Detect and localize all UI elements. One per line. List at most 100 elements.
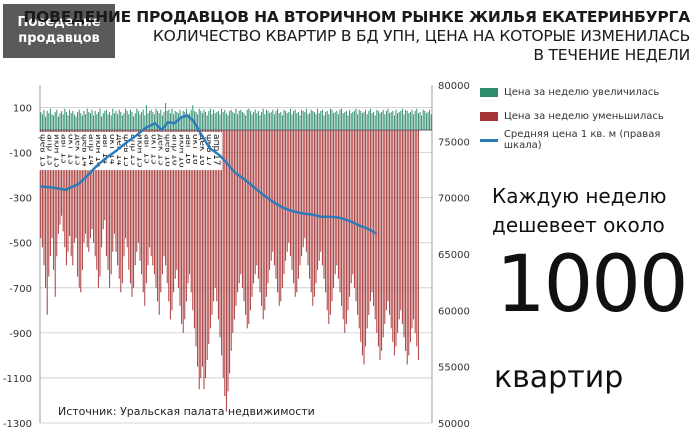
bar-decrease (101, 130, 103, 248)
bar-decrease (200, 130, 202, 378)
bar-decrease (240, 130, 242, 275)
bar-increase (344, 112, 346, 131)
bar-decrease (209, 130, 211, 329)
x-tick-label: июн 16 (176, 134, 186, 168)
bar-increase (163, 112, 165, 131)
bar-increase (291, 114, 293, 131)
bar-increase (64, 108, 66, 131)
title-line-3: В ТЕЧЕНИЕ НЕДЕЛИ (533, 46, 690, 64)
bar-increase (403, 114, 405, 131)
x-tick-label-bg (169, 132, 181, 171)
bar-increase (192, 105, 194, 131)
bar-decrease (246, 130, 248, 329)
bar-increase (62, 114, 64, 131)
x-tick-label-bg (176, 132, 188, 171)
bar-increase (149, 110, 151, 131)
bar-increase (77, 112, 79, 131)
bar-increase (318, 113, 320, 131)
bar-increase (366, 114, 368, 131)
bar-increase (273, 114, 275, 131)
bar-increase (365, 109, 367, 131)
bar-increase (73, 114, 75, 131)
bar-decrease (283, 130, 285, 275)
bar-increase (131, 112, 133, 131)
bar-decrease (179, 130, 181, 306)
bar-increase (197, 114, 199, 131)
bar-decrease (326, 130, 328, 311)
bar-decrease (302, 130, 304, 248)
bar-decrease (83, 130, 85, 243)
bar-increase (107, 114, 109, 131)
y-left-tick-label: 100 (13, 104, 32, 115)
bar-increase (166, 110, 168, 131)
bar-decrease (117, 130, 119, 266)
bar-decrease (267, 130, 269, 284)
bar-increase (405, 109, 407, 131)
bar-decrease (211, 130, 213, 315)
bar-increase (219, 114, 221, 131)
bar-increase (361, 113, 363, 131)
bar-increase (89, 113, 91, 131)
bar-increase (230, 109, 232, 131)
x-tick-label: авг 16 (183, 134, 193, 164)
bar-increase (125, 108, 127, 131)
bar-increase (45, 116, 47, 131)
bar-decrease (221, 130, 223, 356)
bar-increase (136, 108, 138, 131)
bar-increase (328, 114, 330, 131)
bar-decrease (144, 130, 146, 306)
bar-increase (301, 109, 303, 131)
bar-increase (113, 113, 115, 131)
bar-increase (101, 116, 103, 131)
bar-decrease (205, 130, 207, 378)
bar-increase (49, 108, 51, 131)
bar-decrease (381, 130, 383, 351)
bar-decrease (182, 130, 184, 333)
bar-decrease (379, 130, 381, 360)
bar-increase (297, 112, 299, 131)
bar-decrease (417, 130, 419, 360)
bar-decrease (289, 130, 291, 257)
bar-decrease (72, 130, 74, 266)
bar-decrease (166, 130, 168, 284)
x-tick-label: окт 15 (149, 134, 159, 165)
bar-increase (211, 114, 213, 131)
x-tick-label: авг 14 (100, 134, 110, 164)
x-tick-label: апр 14 (86, 134, 96, 166)
bar-increase (277, 108, 279, 131)
x-tick-label-bg (106, 132, 118, 171)
bar-increase (69, 109, 71, 131)
bar-decrease (297, 130, 299, 279)
bar-increase (401, 108, 403, 131)
bar-decrease (131, 130, 133, 297)
bar-decrease (208, 130, 210, 345)
section-badge: Поведение продавцов (3, 4, 115, 58)
legend-swatch-increase (480, 87, 498, 97)
bar-increase (81, 115, 83, 131)
bar-increase (369, 108, 371, 131)
bar-increase (128, 114, 130, 131)
bar-increase (232, 112, 234, 131)
bar-decrease (323, 130, 325, 279)
bar-decrease (67, 130, 69, 252)
bar-decrease (286, 130, 288, 252)
bar-decrease (107, 130, 109, 270)
bar-increase (347, 115, 349, 131)
bar-increase (144, 115, 146, 131)
bar-decrease (256, 130, 258, 266)
x-tick-label-bg (148, 132, 160, 171)
bar-decrease (110, 130, 112, 275)
bar-increase (360, 110, 362, 131)
bar-decrease (329, 130, 331, 315)
x-tick-label: дек 16 (197, 134, 207, 166)
bar-decrease (123, 130, 125, 257)
bar-decrease (230, 130, 232, 351)
bar-increase (397, 113, 399, 131)
bar-decrease (126, 130, 128, 248)
bar-decrease (56, 130, 58, 257)
y-left-tick-label: -100 (9, 149, 32, 160)
bar-increase (336, 110, 338, 131)
bar-increase (224, 109, 226, 131)
bar-decrease (409, 130, 411, 342)
x-tick-label: апр 16 (169, 134, 179, 166)
